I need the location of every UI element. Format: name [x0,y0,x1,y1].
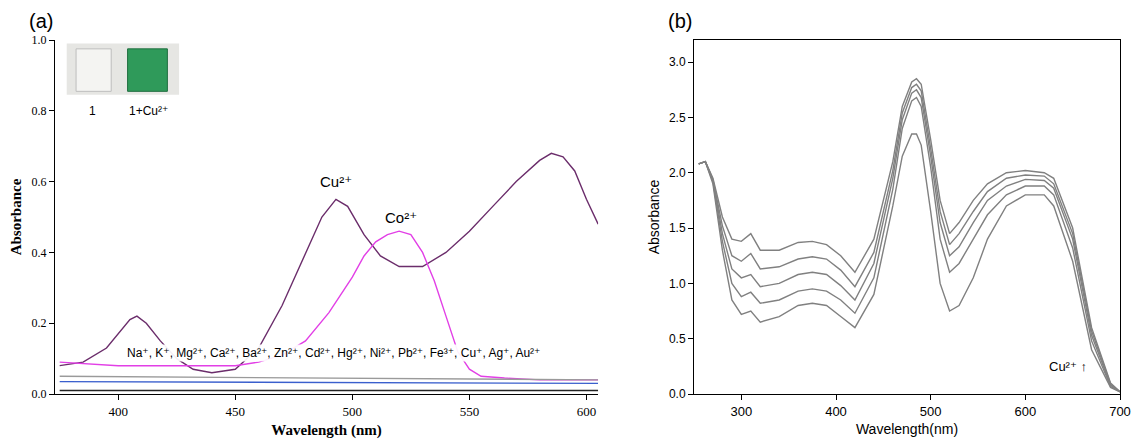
svg-text:0.0: 0.0 [669,387,686,401]
svg-text:Co²⁺: Co²⁺ [385,209,417,226]
svg-text:Absorbance: Absorbance [646,179,662,254]
svg-text:(b): (b) [668,10,692,32]
svg-text:Cu²⁺ ↑: Cu²⁺ ↑ [1049,359,1087,374]
svg-text:600: 600 [1014,404,1036,419]
svg-text:0.8: 0.8 [32,104,47,118]
svg-text:700: 700 [1109,404,1131,419]
svg-text:0.6: 0.6 [32,175,47,189]
svg-text:550: 550 [460,404,480,419]
svg-text:500: 500 [343,404,363,419]
svg-text:Na⁺, K⁺, Mg²⁺, Ca²⁺, Ba²⁺, Zn²: Na⁺, K⁺, Mg²⁺, Ca²⁺, Ba²⁺, Zn²⁺, Cd²⁺, H… [127,346,540,360]
svg-text:Cu²⁺: Cu²⁺ [320,173,352,190]
svg-text:2.0: 2.0 [669,166,686,180]
svg-text:500: 500 [920,404,942,419]
svg-text:0.5: 0.5 [669,332,686,346]
svg-text:1+Cu²⁺: 1+Cu²⁺ [129,104,168,118]
svg-text:Wavelength(nm): Wavelength(nm) [856,421,958,437]
svg-text:450: 450 [226,404,246,419]
svg-text:400: 400 [825,404,847,419]
svg-text:0.2: 0.2 [32,316,47,330]
svg-text:1.5: 1.5 [669,221,686,235]
svg-text:400: 400 [108,404,128,419]
svg-text:600: 600 [577,404,597,419]
svg-text:Absorbance: Absorbance [8,178,24,255]
svg-text:(a): (a) [29,10,53,32]
svg-text:1.0: 1.0 [669,277,686,291]
svg-text:1: 1 [89,104,96,118]
svg-text:0.0: 0.0 [32,387,47,401]
svg-text:3.0: 3.0 [669,55,686,69]
svg-text:2.5: 2.5 [669,111,686,125]
svg-text:Wavelength (nm): Wavelength (nm) [271,422,381,439]
svg-text:300: 300 [730,404,752,419]
svg-text:1.0: 1.0 [32,33,47,47]
svg-text:0.4: 0.4 [32,246,47,260]
